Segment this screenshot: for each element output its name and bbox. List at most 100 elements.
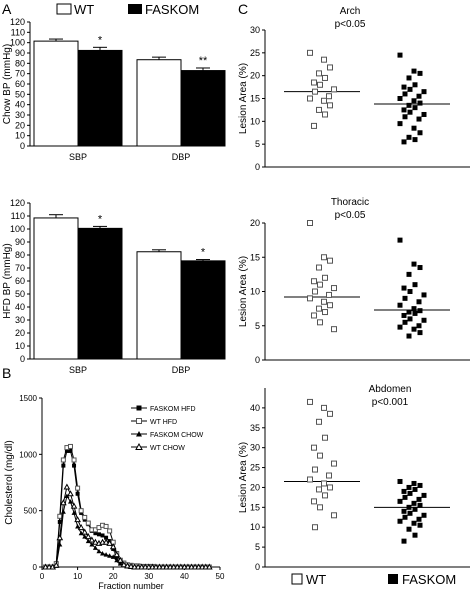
hfd-significance-mark: * (201, 247, 206, 259)
arch-data-point (401, 84, 407, 90)
hfd-y-axis-label: HFD BP (mmHg) (2, 243, 13, 318)
arch-data-point (397, 121, 403, 127)
chol-legend-marker (135, 442, 143, 450)
abd-data-point (416, 496, 422, 502)
hfd-y-tick-label: 20 (15, 328, 25, 338)
chol-legend-marker (136, 405, 142, 411)
chol-data-point (100, 533, 105, 538)
abd-data-point (402, 514, 408, 520)
abd-data-point (411, 520, 417, 526)
hfd-y-tick-label: 0 (20, 354, 25, 364)
chow-y-tick-label: 20 (15, 120, 25, 130)
abd-data-point (311, 444, 317, 451)
thor-data-point (331, 285, 337, 292)
arch-data-point (311, 79, 317, 86)
abd-data-point (417, 482, 423, 488)
thor-data-point (411, 306, 417, 312)
thor-data-point (412, 282, 418, 288)
arch-data-point (397, 52, 403, 58)
arch-data-point (317, 81, 323, 88)
hfd-y-tick-label: 80 (15, 250, 25, 260)
arch-data-point (411, 68, 417, 74)
arch-y-tick-label: 15 (250, 94, 260, 104)
thor-data-point (397, 302, 403, 308)
arch-data-point (311, 122, 317, 129)
thor-data-point (321, 298, 327, 305)
legend-top-wt-label: WT (74, 2, 94, 17)
arch-data-point (406, 102, 412, 108)
abd-y-tick-label: 15 (250, 502, 260, 512)
chol-data-point (82, 514, 88, 520)
chol-data-point (103, 523, 109, 529)
thor-data-point (407, 289, 413, 294)
abd-data-point (327, 484, 333, 491)
legend-bottom-faskom-swatch (388, 574, 398, 584)
chol-data-point (72, 463, 77, 468)
arch-data-point (402, 114, 408, 120)
abd-title: Abdomen (369, 384, 412, 395)
chol-data-point (88, 536, 96, 543)
thor-data-point (407, 316, 413, 322)
arch-title: Arch (340, 6, 361, 17)
abd-data-point (406, 484, 412, 490)
abd-data-point (311, 498, 317, 505)
thor-data-point (406, 333, 412, 339)
chow-y-axis-label: Chow BP (mmHg) (2, 44, 13, 124)
chol-data-point (92, 538, 99, 545)
chow-bar (33, 40, 79, 147)
chol-x-tick-label: 10 (73, 572, 82, 581)
arch-data-point (322, 74, 328, 81)
abd-y-tick-label: 10 (250, 522, 260, 532)
arch-data-point (326, 93, 332, 100)
abd-data-point (401, 508, 407, 514)
thor-data-point (411, 326, 417, 332)
chol-data-point (103, 552, 109, 557)
arch-data-point (411, 98, 417, 104)
chol-y-tick-label: 500 (24, 507, 38, 516)
arch-data-point (401, 107, 407, 113)
abd-y-tick-label: 30 (250, 443, 260, 453)
chol-data-point (110, 554, 116, 559)
chol-series-line (45, 445, 210, 568)
hfd-y-tick-label: 100 (10, 224, 25, 234)
chow-significance-mark: ** (199, 55, 208, 67)
chol-data-point (52, 561, 60, 568)
chol-data-point (56, 534, 64, 541)
abd-data-point (411, 500, 417, 506)
arch-y-tick-label: 10 (250, 116, 260, 126)
chol-data-point (100, 550, 106, 556)
thor-data-point (331, 326, 337, 333)
hfd-y-tick-label: 60 (15, 276, 25, 286)
arch-data-point (406, 134, 412, 140)
arch-data-point (412, 105, 418, 111)
thor-data-point (412, 310, 418, 316)
chol-data-point (89, 541, 95, 547)
legend-bottom: WT FASKOM (291, 572, 456, 587)
chol-data-point (107, 553, 113, 558)
abd-y-tick-label: 40 (250, 403, 260, 413)
chart-arch-lesion: 0 5 10 15 20 25 30 Lesion Area (%) Arch p<0.05 (238, 6, 470, 172)
chol-x-tick-label: 40 (180, 572, 189, 581)
thor-title: Thoracic (331, 197, 369, 208)
thor-y-tick-label: 20 (250, 218, 260, 228)
abd-y-tick-label: 25 (250, 463, 260, 473)
thor-y-axis-label: Lesion Area (%) (238, 256, 249, 327)
chol-data-point (127, 562, 135, 569)
arch-data-point (316, 70, 322, 77)
chol-series-line (45, 450, 210, 568)
chol-legend-label: FASKOM HFD (150, 406, 196, 413)
arch-data-point (307, 95, 313, 102)
thor-data-point (316, 264, 322, 271)
panel-label-c: C (238, 1, 248, 17)
chol-data-point (120, 561, 128, 568)
abd-p-value: p<0.001 (372, 397, 409, 408)
hfd-y-tick-label: 50 (15, 289, 25, 299)
chow-y-tick-label: 120 (10, 17, 25, 27)
abd-data-point (397, 478, 403, 484)
chol-y-tick-label: 1000 (19, 450, 37, 459)
abd-data-point (317, 452, 323, 459)
chart-abdomen-lesion: 0 5 10 15 20 25 30 35 40 Lesion Area (%) Abdomen p<… (238, 384, 470, 572)
chol-y-axis-label: Cholesterol (mg/dl) (4, 440, 15, 524)
abd-data-point (402, 494, 408, 500)
abd-data-point (321, 480, 327, 487)
